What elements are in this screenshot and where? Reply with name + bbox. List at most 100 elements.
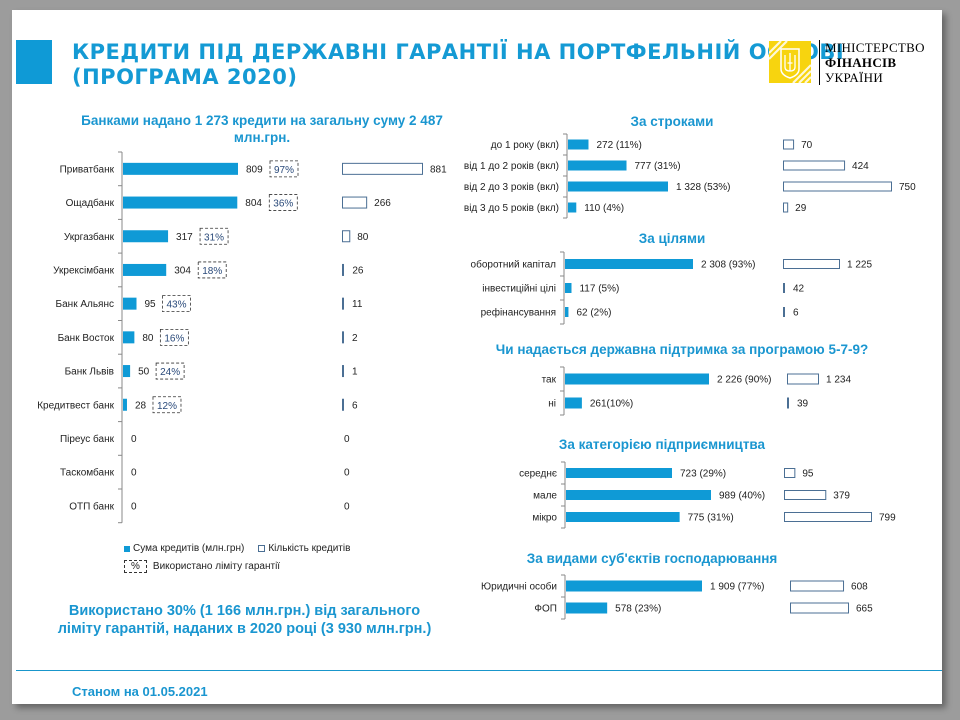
count-bar [342,365,344,378]
ministry-logo: МІНІСТЕРСТВО ФІНАНСІВ УКРАЇНИ [769,40,939,100]
count-bar [787,373,819,385]
sum-data-label: 775 (31%) [688,513,734,524]
legend-sum-label: Сума кредитів (млн.грн) [133,543,245,554]
limit-pct-label: 31% [204,232,224,243]
category-label: Кредитвест банк [37,399,114,411]
count-bar [784,512,872,522]
limit-pct-label: 36% [273,199,293,210]
count-data-label: 0 [344,468,350,479]
category-label: так [542,375,557,386]
sum-bar [123,230,169,243]
legend-limit-label: Використано ліміту гарантії [152,561,281,572]
left-heading-line-1: Банками надано 1 273 кредити на загальну… [81,113,443,128]
category-label: Банк Альянс [56,299,114,310]
left-chart-heading: Банками надано 1 273 кредити на загальну… [52,112,472,146]
chart-terms: до 1 року (вкл) 272 (11%) 70 від 1 до 2 рок… [464,133,916,219]
category-label: від 3 до 5 років (вкл) [464,203,559,214]
category-label: Таскомбанк [60,467,115,479]
count-data-label: 881 [430,164,447,175]
as-of-date: Станом на 01.05.2021 [72,684,208,699]
limit-pct-box [155,362,185,380]
sum-data-label: 62 (2%) [576,308,611,319]
sum-bar [566,602,608,614]
count-data-label: 26 [352,265,364,276]
sum-bar [565,397,582,409]
count-data-label: 1 225 [847,260,872,271]
sum-data-label: 0 [131,434,137,445]
logo-text: МІНІСТЕРСТВО ФІНАНСІВ УКРАЇНИ [825,40,925,85]
sum-bar [566,512,680,522]
count-bar [342,162,423,175]
count-data-label: 42 [793,284,805,295]
count-data-label: 6 [793,308,799,319]
count-bar [784,468,796,478]
count-bar [342,331,344,344]
category-label: ФОП [534,604,557,615]
legend-row-1: Сума кредитів (млн.грн) Кількість кредит… [124,543,444,554]
count-bar [784,490,827,500]
category-label: Укрексімбанк [53,264,114,276]
count-data-label: 39 [797,399,809,410]
limit-pct-label: 16% [164,333,184,344]
category-label: Піреус банк [60,433,115,445]
limit-pct-box [159,328,189,346]
count-bar [783,139,795,150]
sum-bar [123,297,137,310]
count-data-label: 80 [357,232,369,243]
count-bar [342,196,368,209]
count-data-label: 379 [833,491,850,502]
legend-count-label: Кількість кредитів [268,543,351,554]
footer-divider [16,670,942,671]
category-label: середнє [519,469,557,480]
summary-line-2: ліміту гарантій, наданих в 2020 році (3 … [57,621,432,637]
chart-business-category: середнє 723 (29%) 95 мале 989 (40%) 379 мікро 7… [519,461,896,529]
sum-data-label: 989 (40%) [719,491,765,502]
chart-heading-business-category: За категорією підприємництва [558,437,766,452]
count-bar [787,397,789,409]
sum-bar [565,283,572,293]
sum-bar [566,468,673,478]
count-data-label: 608 [851,582,868,593]
slide: КРЕДИТИ ПІД ДЕРЖАВНІ ГАРАНТІЇ НА ПОРТФЕЛ… [12,10,942,704]
summary-line-1: Використано 30% (1 166 млн.грн.) від заг… [68,603,421,619]
title-line-1: КРЕДИТИ ПІД ДЕРЖАВНІ ГАРАНТІЇ НА ПОРТФЕЛ… [72,40,845,64]
sum-bar [123,365,131,378]
guarantee-limit-summary: Використано 30% (1 166 млн.грн.) від заг… [32,602,457,638]
count-data-label: 1 234 [826,375,851,386]
sum-data-label: 1 328 (53%) [676,182,730,193]
category-label: Ощадбанк [66,197,115,209]
count-bar [783,202,789,213]
limit-pct-box [162,295,191,313]
sum-bar [568,202,577,213]
chart-heading-purpose: За цілями [638,231,706,246]
sum-data-label: 28 [135,400,147,411]
count-bar [342,297,344,310]
logo-line-3: УКРАЇНИ [825,70,884,85]
limit-pct-label: 24% [160,367,180,378]
limit-pct-box [197,261,227,279]
sum-bar [568,181,668,192]
limit-pct-box [152,396,182,414]
category-label: оборотний капітал [471,259,557,271]
count-data-label: 1 [352,367,358,378]
sum-bar [565,373,709,385]
sum-data-label: 578 (23%) [615,604,661,615]
count-data-label: 266 [374,198,391,209]
sum-bar [123,196,238,209]
count-data-label: 799 [879,513,896,524]
sum-data-label: 261(10%) [590,399,633,410]
sum-bar [123,263,167,276]
legend-item-count: Кількість кредитів [258,543,350,554]
category-label: Банк Львів [65,367,114,378]
sum-data-label: 317 [176,232,193,243]
legend-item-sum: Сума кредитів (млн.грн) [124,543,244,554]
legend-row-2: % Використано ліміту гарантії [124,560,444,573]
limit-pct-label: 43% [166,300,186,311]
category-label: до 1 року (вкл) [491,140,559,151]
title-accent-block [16,40,52,84]
trident-emblem-icon [769,41,811,83]
title-line-2: (ПРОГРАМА 2020) [72,65,298,89]
logo-line-2: ФІНАНСІВ [825,55,897,70]
count-bar [783,307,785,317]
